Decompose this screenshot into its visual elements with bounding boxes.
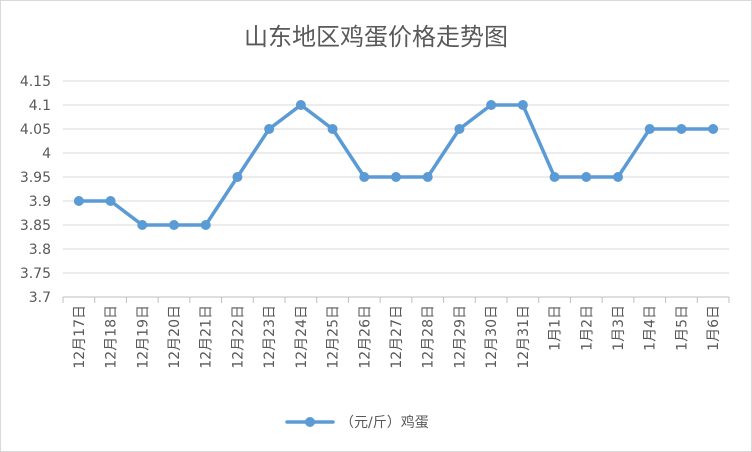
x-tick-label: 12月23日 xyxy=(262,305,278,369)
legend-entry-label: （元/斤）鸡蛋 xyxy=(340,414,429,431)
data-point[interactable] xyxy=(708,124,719,134)
x-tick-label: 12月21日 xyxy=(199,305,215,369)
data-point[interactable] xyxy=(295,100,306,110)
chart-title: 山东地区鸡蛋价格走势图 xyxy=(244,23,508,51)
y-tick-label: 3.85 xyxy=(20,218,51,234)
data-point[interactable] xyxy=(676,124,687,134)
x-tick-label: 12月31日 xyxy=(516,305,532,369)
x-tick-label: 12月26日 xyxy=(357,305,373,369)
x-tick-label: 12月25日 xyxy=(326,305,342,369)
data-point[interactable] xyxy=(613,172,623,182)
data-point[interactable] xyxy=(549,172,560,182)
series-line xyxy=(77,103,715,227)
series-layer xyxy=(73,100,719,230)
data-point[interactable] xyxy=(359,172,370,182)
y-tick-label: 3.7 xyxy=(29,290,51,306)
y-tick-label: 3.8 xyxy=(29,242,51,258)
x-tick-label: 12月22日 xyxy=(230,305,246,369)
data-point[interactable] xyxy=(581,172,592,182)
x-tick-label: 1月3日 xyxy=(611,305,627,351)
x-axis-labels: 12月17日 12月18日 12月19日 12月20日 12月21日 12月22日 12月2… xyxy=(72,305,722,369)
x-tick-label: 12月17日 xyxy=(72,305,88,369)
y-tick-label: 3.95 xyxy=(20,170,51,186)
x-tick-label: 12月18日 xyxy=(104,305,120,369)
data-point[interactable] xyxy=(327,124,338,134)
data-point[interactable] xyxy=(486,100,497,110)
x-tick-label: 12月20日 xyxy=(167,305,183,369)
x-tick-label: 12月28日 xyxy=(421,305,437,369)
data-point[interactable] xyxy=(454,124,465,134)
y-tick-label: 4.15 xyxy=(20,74,51,90)
data-point[interactable] xyxy=(200,220,211,230)
y-tick-label: 3.75 xyxy=(20,266,51,282)
y-tick-label: 4.05 xyxy=(20,122,51,138)
y-tick-label: 4 xyxy=(42,146,51,162)
x-tick-label: 12月19日 xyxy=(135,305,151,369)
data-point[interactable] xyxy=(105,196,116,206)
x-tick-label: 12月30日 xyxy=(484,305,500,369)
data-point[interactable] xyxy=(264,124,275,134)
data-point[interactable] xyxy=(644,124,655,134)
x-tick-label: 12月27日 xyxy=(389,305,405,369)
data-point[interactable] xyxy=(73,196,84,206)
data-point[interactable] xyxy=(232,172,243,182)
x-tick-label: 1月2日 xyxy=(579,305,595,351)
x-tick-label: 12月29日 xyxy=(452,305,468,369)
x-tick-label: 1月4日 xyxy=(643,305,659,351)
data-point[interactable] xyxy=(422,172,433,182)
data-point[interactable] xyxy=(169,220,179,230)
y-axis-labels: 4.15 4.1 4.05 4 3.95 3.9 3.85 3.8 3.75 3.7 xyxy=(20,74,51,306)
data-point[interactable] xyxy=(517,100,528,110)
x-tick-label: 1月5日 xyxy=(674,305,690,351)
x-axis xyxy=(62,296,730,303)
x-tick-label: 1月6日 xyxy=(706,305,722,351)
data-point[interactable] xyxy=(391,172,401,182)
x-tick-label: 1月1日 xyxy=(548,305,564,351)
data-point[interactable] xyxy=(137,220,148,230)
legend-point-marker xyxy=(305,417,315,427)
legend[interactable]: （元/斤）鸡蛋 xyxy=(285,414,429,431)
y-tick-label: 3.9 xyxy=(29,194,51,210)
y-tick-label: 4.1 xyxy=(29,98,51,114)
x-tick-label: 12月24日 xyxy=(294,305,310,369)
